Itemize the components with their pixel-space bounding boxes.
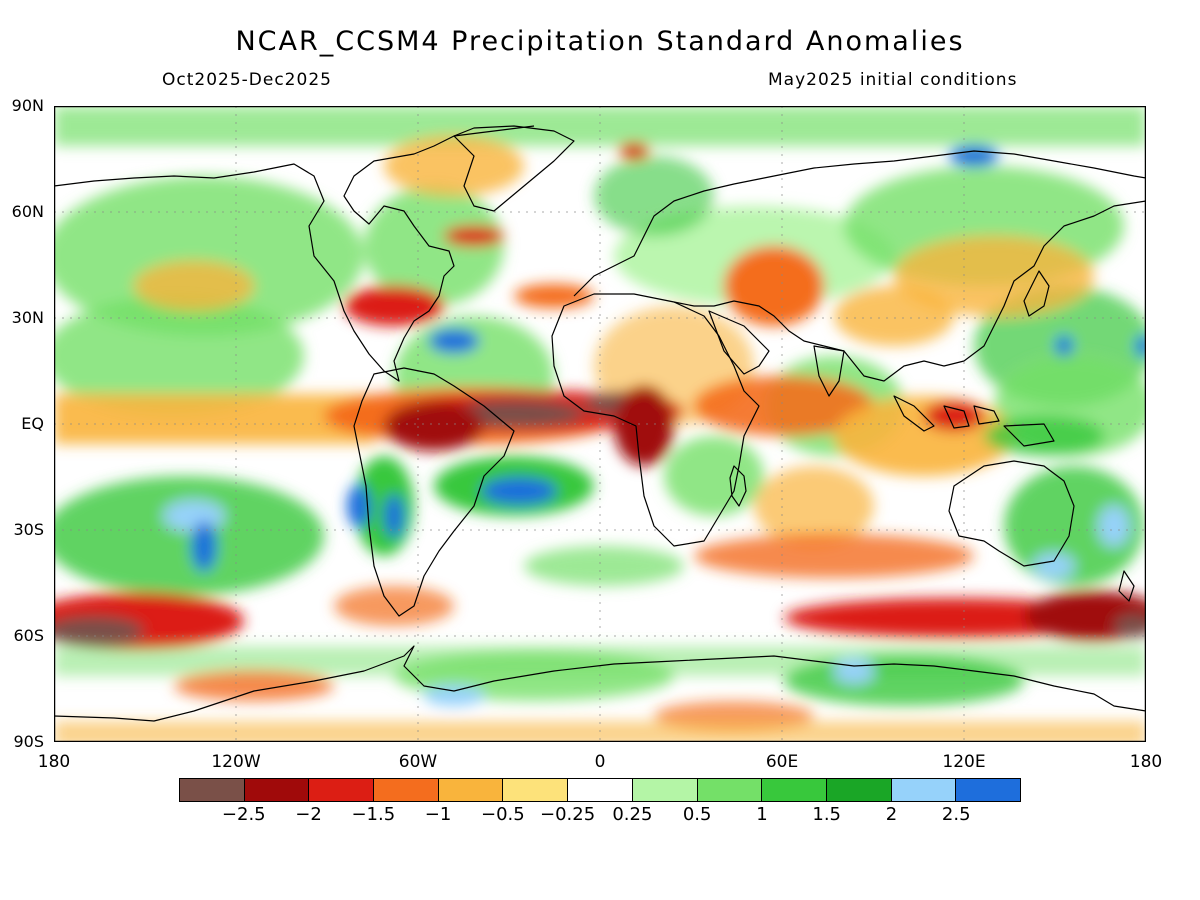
colorbar-tick-label: 2.5	[941, 804, 971, 825]
lon-label-60w: 60W	[398, 752, 438, 772]
colorbar-swatch	[438, 779, 504, 801]
coastlines	[54, 125, 1146, 722]
colorbar-swatch	[697, 779, 763, 801]
colorbar-swatch	[762, 779, 827, 801]
colorbar-swatch	[956, 779, 1020, 801]
colorbar-tick-label: 0.25	[612, 804, 653, 825]
colorbar-swatch	[891, 779, 957, 801]
lat-label-90s: 90S	[13, 732, 44, 751]
lat-label-60n: 60N	[11, 202, 44, 221]
colorbar-tick-label: −0.25	[540, 804, 596, 825]
lat-label-eq: EQ	[21, 414, 44, 433]
anomaly-fields	[54, 106, 1146, 742]
colorbar	[179, 778, 1021, 802]
lon-label-180e: 180	[1129, 752, 1163, 772]
lon-label-180w: 180	[37, 752, 71, 772]
colorbar-swatch	[632, 779, 698, 801]
colorbar-swatch	[309, 779, 375, 801]
colorbar-tick-label: −2.5	[221, 804, 266, 825]
colorbar-swatch	[826, 779, 892, 801]
colorbar-swatch	[374, 779, 439, 801]
initial-conditions: May2025 initial conditions	[768, 70, 1018, 90]
map-frame	[54, 106, 1146, 742]
colorbar-tick-label: 1.5	[812, 804, 842, 825]
colorbar-tick-label: −2	[295, 804, 322, 825]
anomaly-map	[54, 106, 1146, 742]
colorbar-swatch	[568, 779, 633, 801]
lon-label-60e: 60E	[765, 752, 799, 772]
colorbar-tick-label: −0.5	[480, 804, 525, 825]
colorbar-swatch	[180, 779, 245, 801]
lon-label-0: 0	[594, 752, 606, 772]
lat-label-30n: 30N	[11, 308, 44, 327]
colorbar-tick-label: 0.5	[682, 804, 712, 825]
colorbar-tick-label: 2	[885, 804, 898, 825]
chart-title: NCAR_CCSM4 Precipitation Standard Anomal…	[235, 26, 965, 57]
lat-label-30s: 30S	[13, 520, 44, 539]
lat-label-90n: 90N	[11, 96, 44, 115]
graticule	[54, 106, 1146, 742]
colorbar-tick-label: 1	[756, 804, 768, 825]
lat-label-60s: 60S	[13, 626, 44, 645]
lon-label-120w: 120W	[211, 752, 261, 772]
colorbar-swatch	[244, 779, 310, 801]
forecast-period: Oct2025-Dec2025	[162, 70, 332, 90]
colorbar-tick-label: −1	[424, 804, 452, 825]
colorbar-swatch	[503, 779, 569, 801]
colorbar-tick-label: −1.5	[351, 804, 396, 825]
lon-label-120e: 120E	[942, 752, 986, 772]
